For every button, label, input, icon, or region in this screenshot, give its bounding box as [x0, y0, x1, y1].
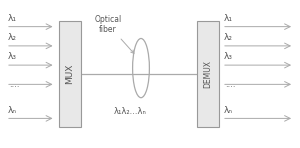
Text: λ₁: λ₁ [8, 14, 16, 23]
Bar [58, 21, 81, 127]
Text: λ₂: λ₂ [224, 33, 232, 42]
Text: DEMUX: DEMUX [203, 60, 212, 88]
Text: MUX: MUX [65, 64, 74, 84]
Text: Optical
fiber: Optical fiber [94, 15, 134, 53]
Text: λ₁: λ₁ [224, 14, 232, 23]
Text: λ₃: λ₃ [8, 52, 16, 61]
Text: λₙ: λₙ [224, 106, 232, 115]
Text: ....: .... [225, 80, 236, 89]
Bar [196, 21, 219, 127]
Text: λₙ: λₙ [8, 106, 16, 115]
Text: λ₃: λ₃ [224, 52, 232, 61]
Text: ....: .... [9, 80, 20, 89]
Text: λ₂: λ₂ [8, 33, 16, 42]
Text: λ₁λ₂...λₙ: λ₁λ₂...λₙ [114, 107, 147, 115]
